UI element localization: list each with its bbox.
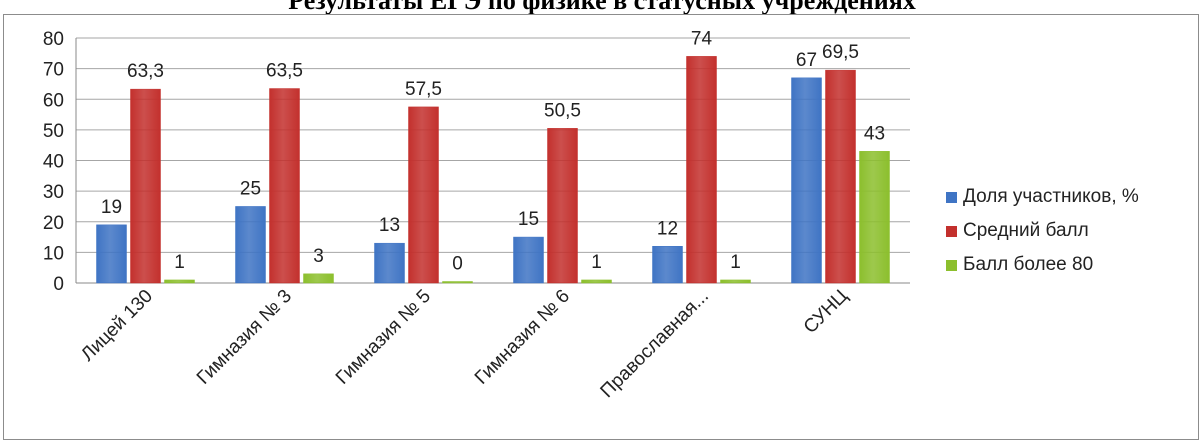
x-tick-label: СУНЦ [800, 286, 852, 338]
legend-swatch-share [946, 191, 957, 203]
data-label: 3 [313, 246, 324, 267]
data-label: 13 [379, 215, 400, 236]
y-tick-label: 10 [43, 243, 64, 264]
data-label: 0 [452, 254, 463, 275]
data-label: 25 [240, 178, 261, 199]
y-tick-label: 0 [53, 274, 64, 295]
legend-swatch-average [946, 225, 957, 237]
bar [235, 206, 266, 284]
data-label: 50,5 [544, 100, 581, 121]
chart-frame [3, 14, 1199, 440]
y-tick-label: 30 [43, 182, 64, 203]
bar [374, 242, 405, 284]
data-label: 1 [174, 252, 185, 273]
data-label: 63,3 [127, 61, 164, 82]
data-label: 67 [796, 50, 817, 71]
bar [686, 56, 717, 284]
x-tick-label: Лицей 130 [77, 286, 157, 366]
legend-label-average: Средний балл [963, 220, 1089, 241]
bar [720, 279, 751, 284]
bar [442, 281, 473, 284]
bar [303, 273, 334, 284]
data-label: 63,5 [266, 61, 303, 82]
y-tick-label: 40 [43, 152, 64, 173]
bar [791, 77, 822, 284]
data-label: 57,5 [405, 79, 442, 100]
legend-item-average: Средний балл [946, 214, 1139, 248]
data-label: 74 [691, 28, 713, 49]
legend-swatch-over80 [946, 259, 957, 271]
bar [581, 279, 612, 284]
y-tick-label: 60 [43, 90, 64, 111]
y-tick-label: 20 [43, 213, 64, 234]
bar [825, 69, 856, 284]
y-tick-label: 80 [43, 29, 64, 50]
chart-title: Результаты ЕГЭ по физике в статусных учр… [288, 0, 916, 15]
bar [547, 128, 578, 284]
y-tick-label: 70 [43, 60, 64, 81]
data-label: 1 [591, 252, 602, 273]
x-tick-label: Гимназия № 5 [332, 286, 435, 389]
data-label: 19 [101, 197, 122, 218]
y-tick-label: 50 [43, 121, 64, 142]
x-tick-label: Гимназия № 6 [471, 286, 574, 389]
bar [269, 88, 300, 284]
x-tick-label: Православная... [597, 286, 713, 402]
data-label: 1 [730, 252, 741, 273]
legend-label-over80: Балл более 80 [963, 254, 1094, 275]
bar [164, 279, 195, 284]
legend-label-share: Доля участников, % [963, 186, 1139, 207]
data-label: 15 [518, 209, 539, 230]
bar [859, 151, 890, 284]
data-label: 43 [864, 123, 885, 144]
legend-item-over80: Балл более 80 [946, 248, 1139, 282]
bar [513, 236, 544, 284]
bar [652, 246, 683, 284]
bar [96, 224, 127, 284]
bar [408, 106, 439, 284]
legend: Доля участников, % Средний балл Балл бол… [946, 180, 1139, 282]
x-tick-label: Гимназия № 3 [193, 286, 296, 389]
bar [130, 88, 161, 284]
data-label: 69,5 [822, 42, 859, 63]
legend-item-share: Доля участников, % [946, 180, 1139, 214]
data-label: 12 [657, 218, 678, 239]
